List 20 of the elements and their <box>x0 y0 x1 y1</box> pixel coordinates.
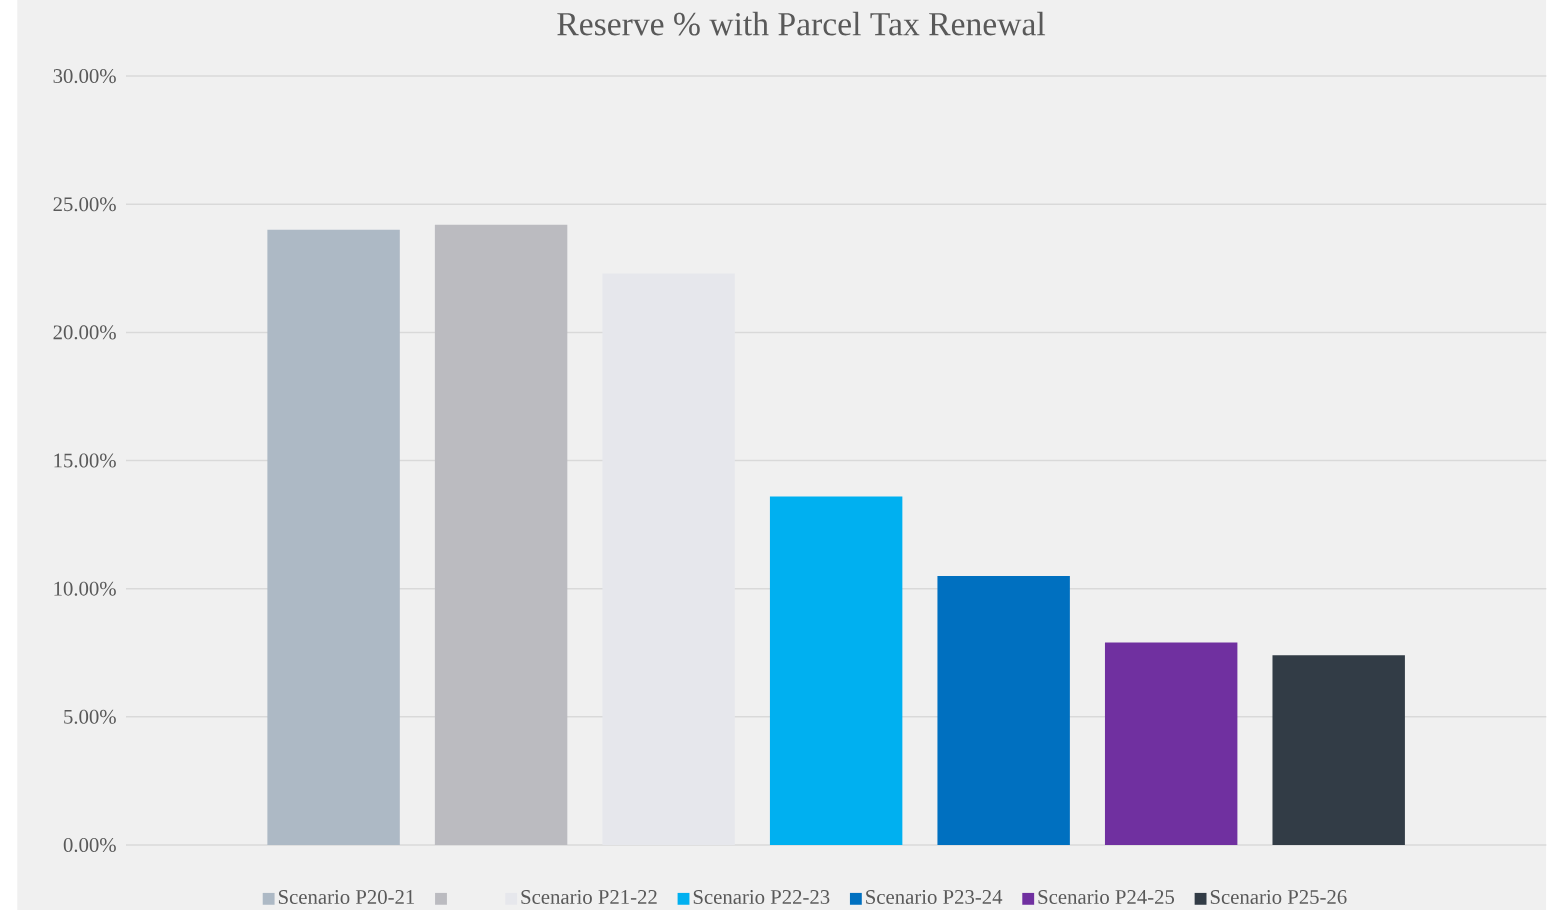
bar <box>434 224 568 845</box>
bar <box>267 229 400 845</box>
y-tick-label: 0.00% <box>63 837 116 852</box>
legend-label: Scenario P22-23 <box>693 889 830 904</box>
legend-label: Scenario P21-22 <box>521 889 657 904</box>
y-tick-label: 20.00% <box>53 325 116 340</box>
bar <box>1272 655 1405 845</box>
chart-title: Reserve % with Parcel Tax Renewal <box>557 11 1046 36</box>
bar <box>1104 642 1238 845</box>
y-tick-label: 5.00% <box>64 709 116 724</box>
bar <box>769 496 903 845</box>
y-tick-label: 15.00% <box>54 453 116 468</box>
legend-label: Scenario P24-25 <box>1038 889 1175 904</box>
y-tick-label: 30.00% <box>53 68 116 84</box>
y-tick-label: 10.00% <box>54 581 116 596</box>
y-tick-label: 25.00% <box>53 197 116 212</box>
legend-label: Scenario P20-21 <box>278 889 415 904</box>
bar <box>937 575 1070 845</box>
legend-label: Scenario P25-26 <box>1210 889 1347 904</box>
legend-label: Scenario P23-24 <box>866 889 1003 904</box>
